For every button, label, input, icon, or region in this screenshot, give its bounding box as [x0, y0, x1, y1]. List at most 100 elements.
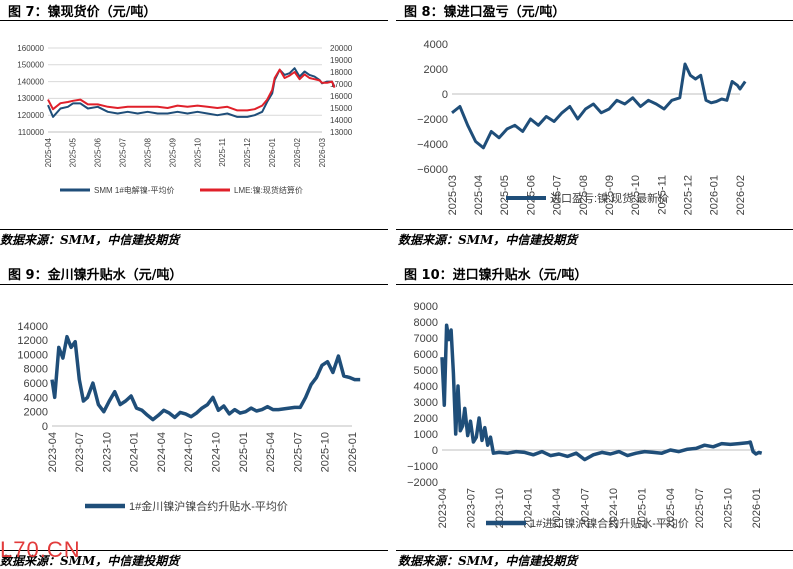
series-line: [440, 323, 763, 462]
watermark: L70.CN: [0, 537, 81, 562]
y-tick-label: 14000: [17, 321, 48, 333]
x-tick-label: 2023-04: [437, 488, 449, 528]
x-tick-label: 2024-04: [551, 488, 563, 528]
x-tick-label: 2024-10: [608, 488, 620, 528]
x-tick-label: 2025-05: [499, 175, 511, 215]
x-tick-label: 2025-07: [119, 137, 128, 167]
y-tick-label: −1000: [407, 461, 438, 473]
series-line: [451, 62, 747, 150]
y-tick-label: 150000: [17, 61, 44, 70]
legend-label: 1#进口镍沪镍合约升贴水-平均价: [530, 516, 689, 530]
x-tick-label: 2023-07: [465, 488, 477, 528]
y-tick-label: 4000: [24, 392, 48, 404]
y-tick-label: 12000: [17, 335, 48, 347]
x-tick-label: 2026-02: [293, 137, 302, 167]
x-tick-label: 2023-07: [74, 432, 86, 472]
y-tick-label: 8000: [24, 364, 48, 376]
y-tick-label: 4000: [414, 381, 438, 393]
x-tick-label: 2023-10: [494, 488, 506, 528]
y-tick-label: 9000: [414, 301, 438, 313]
y-tick-label: 110000: [18, 128, 45, 137]
x-tick-label: 2023-10: [101, 432, 113, 472]
x-tick-label: 2024-01: [522, 488, 534, 528]
y-tick-label: 7000: [414, 333, 438, 345]
x-tick-label: 2025-06: [94, 137, 103, 167]
chart10-source: 数据来源：SMM，中信建投期货: [398, 554, 578, 568]
x-tick-label: 2024-10: [210, 432, 222, 472]
y2-tick-label: 16000: [330, 92, 353, 101]
x-tick-label: 2025-03: [447, 175, 459, 215]
x-tick-label: 2025-01: [637, 488, 649, 528]
x-tick-label: 2026-01: [751, 488, 763, 528]
y-tick-label: −2000: [417, 114, 448, 126]
chart10: 9000 8000 7000 6000 5000 4000 3000 2000 1000 0 −10…: [407, 301, 763, 530]
x-tick-label: 2025-11: [656, 175, 668, 215]
y-tick-label: 160000: [17, 44, 44, 53]
y-tick-label: 2000: [24, 407, 48, 419]
x-tick-label: 2026-01: [709, 175, 721, 215]
x-tick-label: 2024-04: [156, 432, 168, 472]
legend-label: 1#金川镍沪镍合约升贴水-平均价: [129, 499, 288, 513]
chart8-title: 图 8：镍进口盈亏（元/吨）: [404, 5, 566, 20]
y2-tick-label: 14000: [330, 116, 353, 125]
x-tick-label: 2026-02: [735, 175, 747, 215]
x-tick-label: 2025-07: [292, 432, 304, 472]
chart7-title: 图 7：镍现货价（元/吨）: [8, 5, 157, 20]
y-tick-label: 0: [432, 445, 438, 457]
x-tick-label: 2025-09: [604, 175, 616, 215]
chart8-top-rule: [396, 20, 793, 21]
x-tick-label: 2025-04: [265, 432, 277, 472]
x-tick-label: 2025-06: [525, 175, 537, 215]
x-tick-label: 2024-01: [129, 432, 141, 472]
y-tick-label: 6000: [24, 378, 48, 390]
x-tick-label: 2025-10: [193, 137, 202, 167]
x-tick-label: 2024-07: [183, 432, 195, 472]
y-tick-label: 0: [442, 89, 448, 101]
y-tick-label: 10000: [17, 349, 48, 361]
x-tick-label: 2025-04: [473, 175, 485, 215]
chart10-top-rule: [396, 284, 793, 285]
chart10-bottom-rule: [396, 550, 793, 551]
series-line: [47, 68, 336, 112]
x-tick-label: 2026-01: [347, 432, 359, 472]
x-tick-label: 2025-04: [665, 488, 677, 528]
chart8-source: 数据来源：SMM，中信建投期货: [398, 233, 578, 247]
x-tick-label: 2024-07: [580, 488, 592, 528]
chart10-title: 图 10：进口镍升贴水（元/吨）: [404, 268, 588, 283]
x-tick-label: 2025-08: [143, 137, 152, 167]
x-tick-label: 2025-05: [69, 137, 78, 167]
x-tick-label: 2025-10: [722, 488, 734, 528]
legend-label: 进口盈亏:镍:现货:最新价: [550, 191, 669, 205]
chart7-source: 数据来源：SMM，中信建投期货: [0, 233, 180, 247]
y-tick-label: 4000: [424, 39, 448, 51]
y-tick-label: 5000: [414, 365, 438, 377]
y-tick-label: 140000: [17, 77, 44, 86]
x-tick-label: 2025-09: [168, 137, 177, 167]
y-tick-label: −6000: [417, 164, 448, 176]
x-tick-label: 2025-07: [694, 488, 706, 528]
x-tick-label: 2025-11: [218, 137, 227, 166]
chart9-source: 数据来源：SMM，中信建投期货: [0, 554, 180, 568]
chart9-title: 图 9：金川镍升贴水（元/吨）: [8, 268, 183, 283]
series-line: [47, 67, 336, 118]
y2-tick-label: 18000: [330, 68, 353, 77]
x-tick-label: 2025-07: [552, 175, 564, 215]
y2-tick-label: 20000: [330, 44, 353, 53]
chart7-bottom-rule: [0, 229, 388, 230]
x-tick-label: 2025-01: [238, 432, 250, 472]
y2-tick-label: 13000: [330, 128, 353, 137]
y-tick-label: 0: [42, 421, 48, 433]
legend-label: SMM 1#电解镍-平均价: [94, 185, 174, 195]
y-tick-label: −4000: [417, 139, 448, 151]
x-tick-label: 2025-04: [44, 137, 53, 167]
y2-tick-label: 15000: [330, 104, 353, 113]
legend-label: LME:镍:现货结算价: [234, 185, 303, 195]
y2-tick-label: 17000: [330, 80, 353, 89]
x-tick-label: 2025-12: [682, 175, 694, 215]
x-tick-label: 2025-10: [630, 175, 642, 215]
x-tick-label: 2026-03: [318, 137, 327, 167]
chart7-top-rule: [0, 20, 388, 21]
y-tick-label: 3000: [414, 397, 438, 409]
